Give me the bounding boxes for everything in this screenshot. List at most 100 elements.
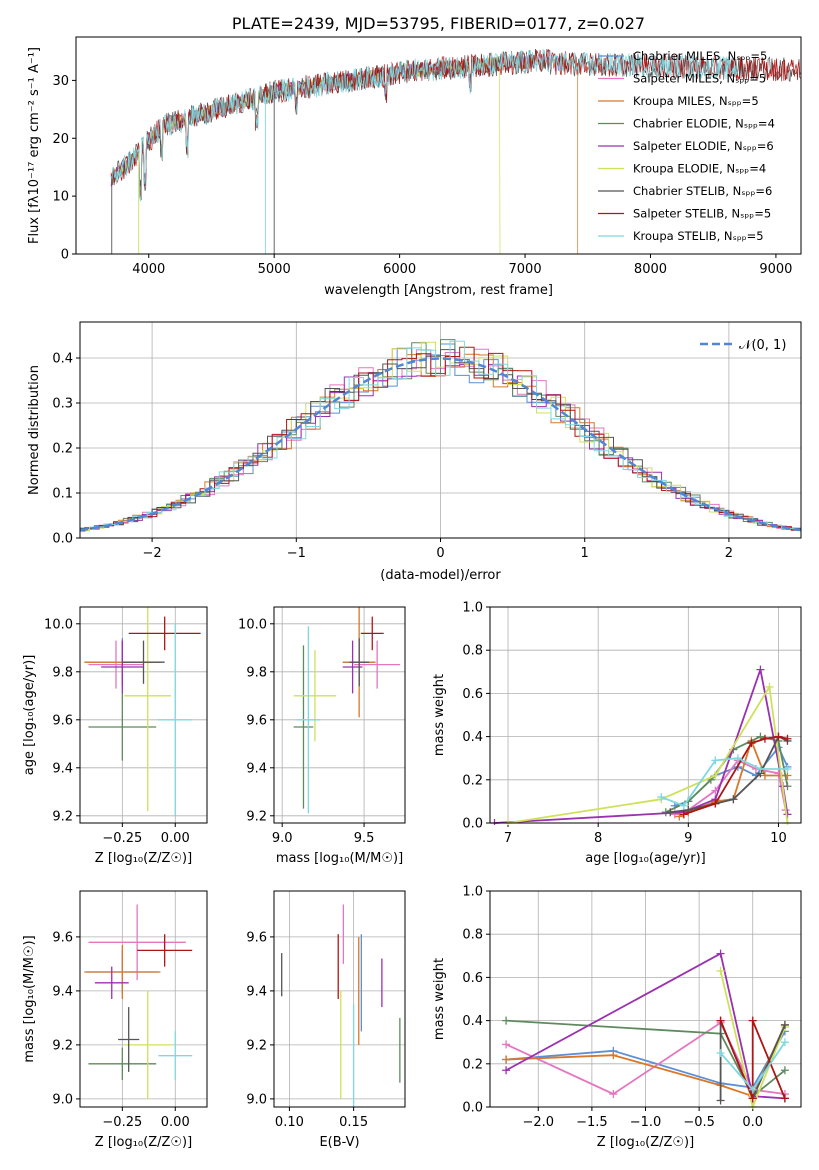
spectrum-panel: 4000 5000 6000 7000 8000 9000 0 10 20 30 PLATE=243…	[27, 14, 802, 298]
y-axis-label: mass weight	[432, 958, 447, 1040]
y-tick-label: 9.4	[246, 984, 267, 999]
weight-marker	[780, 1066, 789, 1075]
x-tick-label: 4000	[132, 262, 165, 277]
weight-marker	[716, 966, 725, 975]
y-tick-label: 0.4	[462, 1014, 483, 1029]
x-tick-label: 0.00	[161, 831, 190, 846]
x-tick-label: 10	[770, 831, 787, 846]
y-tick-label: 9.2	[52, 809, 73, 824]
chart-title: PLATE=2439, MJD=53795, FIBERID=0177, z=0…	[232, 14, 645, 33]
y-tick-label: 9.6	[52, 713, 73, 728]
axes-frame	[273, 890, 406, 1108]
mass-weight-vs-metallicity-panel: −2.0 −1.5 −1.0 −0.5 0.0 0.0 0.2 0.4 0.6 0.8 1.0 Z […	[432, 885, 802, 1150]
y-tick-label: 9.8	[52, 665, 73, 680]
y-tick-label: 9.4	[52, 984, 73, 999]
y-axis-label: mass weight	[432, 674, 447, 756]
y-tick-label: 0.0	[462, 1101, 483, 1116]
x-axis-label: mass [log₁₀(M/M☉)]	[276, 851, 403, 866]
y-tick-label: 0.1	[52, 487, 73, 502]
weight-line	[506, 1019, 786, 1098]
weight-marker	[716, 949, 725, 958]
y-tick-label: 30	[52, 74, 69, 89]
y-tick-label: 9.2	[52, 1038, 73, 1053]
weight-line	[505, 952, 785, 1100]
y-tick-label: 9.6	[52, 930, 73, 945]
weight-marker	[502, 1040, 511, 1049]
y-tick-label: 0.8	[462, 644, 483, 659]
y-tick-label: 9.6	[246, 930, 267, 945]
weight-marker	[711, 799, 720, 808]
x-axis-label: (data-model)/error	[380, 568, 501, 583]
y-tick-label: 0.2	[52, 442, 73, 457]
x-tick-label: 0.0	[742, 1115, 763, 1130]
y-tick-label: 9.2	[246, 809, 267, 824]
weight-lines	[490, 665, 792, 825]
axes-frame	[489, 606, 802, 824]
error-bars	[84, 904, 193, 1099]
x-axis-label: Z [log₁₀(Z/Z☉)]	[95, 851, 192, 866]
weight-marker	[733, 754, 742, 763]
error-bars	[293, 607, 401, 814]
y-tick-label: 0.4	[462, 730, 483, 745]
y-tick-label: 20	[52, 132, 69, 147]
y-tick-label: 0.0	[462, 817, 483, 832]
legend-entry: Kroupa STELIB, Nₛₚₚ=5	[633, 229, 764, 243]
y-tick-label: 10.0	[238, 617, 267, 632]
weight-marker	[675, 812, 684, 821]
x-tick-label: 9	[684, 831, 692, 846]
x-tick-label: 0.15	[339, 1115, 368, 1130]
mass-weight-vs-age-panel: 7 8 9 10 0.0 0.2 0.4 0.6 0.8 1.0 age [log₁₀(age/yr…	[432, 601, 802, 866]
histograms	[80, 339, 801, 533]
x-tick-label: −1.0	[630, 1115, 662, 1130]
weight-marker	[711, 771, 720, 780]
y-tick-label: 0.8	[462, 928, 483, 943]
error-bars	[281, 904, 401, 1107]
x-tick-label: 9000	[759, 262, 792, 277]
age-vs-mass-panel: 9.0 9.5 9.2 9.4 9.6 9.8 10.0 mass [log₁₀(M/M☉)]	[238, 606, 406, 866]
x-tick-label: −0.5	[683, 1115, 715, 1130]
histogram	[80, 349, 801, 533]
axes-frame	[273, 606, 406, 824]
y-tick-label: 0.6	[462, 971, 483, 986]
weight-marker	[760, 771, 769, 780]
weight-marker	[711, 756, 720, 765]
weight-marker	[716, 1096, 725, 1105]
x-tick-label: 8	[594, 831, 602, 846]
weight-marker	[780, 1094, 789, 1103]
weight-marker	[780, 1038, 789, 1047]
legend-entry: 𝒩(0, 1)	[739, 338, 786, 353]
axes-frame	[489, 890, 802, 1108]
weight-marker	[748, 1094, 757, 1103]
weight-marker	[502, 1055, 511, 1064]
y-tick-label: 9.0	[52, 1092, 73, 1107]
axes-frame	[79, 321, 802, 539]
y-axis-label: age [log₁₀(age/yr)]	[22, 655, 37, 776]
y-tick-label: 0.2	[462, 1057, 483, 1072]
y-axis-label: mass [log₁₀(M/M☉)]	[22, 935, 37, 1062]
x-tick-label: −1.5	[576, 1115, 608, 1130]
y-tick-label: 1.0	[462, 601, 483, 616]
weight-line	[719, 1019, 786, 1100]
weight-marker	[748, 1085, 757, 1094]
legend-entry: Salpeter STELIB, Nₛₚₚ=5	[633, 207, 771, 221]
x-tick-label: 6000	[383, 262, 416, 277]
x-tick-label: 9.5	[354, 831, 375, 846]
spectrum-line	[110, 48, 738, 202]
y-tick-label: 9.4	[246, 761, 267, 776]
weight-marker	[783, 765, 792, 773]
x-tick-label: −0.25	[102, 831, 142, 846]
x-tick-label: 0	[436, 546, 444, 561]
mass-vs-metallicity-panel: −0.25 0.00 9.0 9.2 9.4 9.6 Z [log₁₀(Z/Z☉)] mass…	[22, 890, 208, 1150]
x-tick-label: 1	[581, 546, 589, 561]
x-tick-label: 7	[504, 831, 512, 846]
mass-vs-ebv-panel: 0.10 0.15 9.0 9.2 9.4 9.6 E(B-V)	[246, 890, 406, 1150]
weight-marker	[729, 795, 738, 804]
y-tick-label: 0.0	[52, 532, 73, 547]
weight-marker	[748, 1016, 757, 1025]
y-tick-label: 9.8	[246, 665, 267, 680]
y-tick-label: 0.3	[52, 397, 73, 412]
weight-marker	[679, 810, 688, 819]
weight-marker	[756, 665, 765, 674]
y-tick-label: 0.6	[462, 687, 483, 702]
axes-frame	[79, 606, 208, 824]
